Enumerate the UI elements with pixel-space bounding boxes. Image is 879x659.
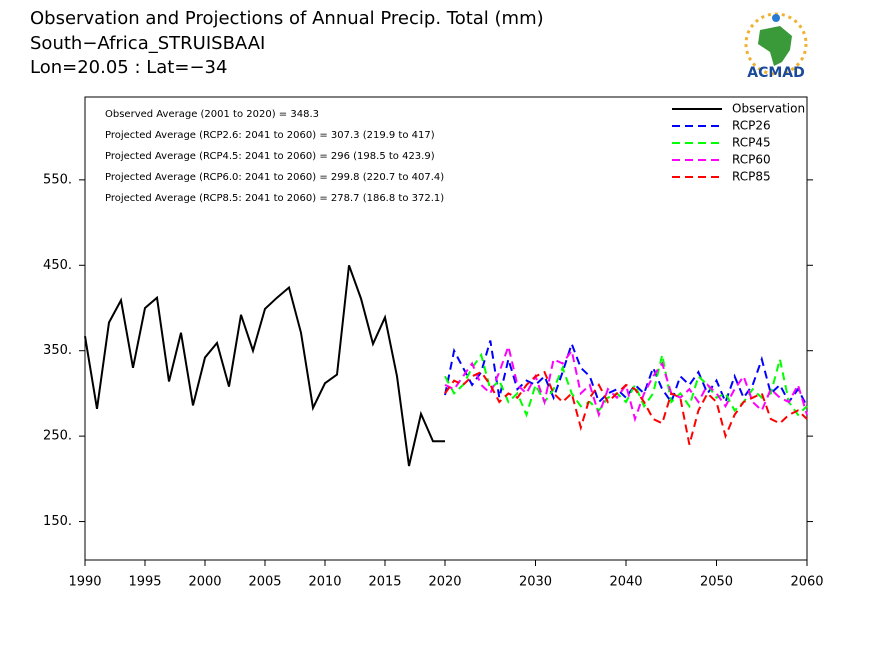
annotation: Projected Average (RCP6.0: 2041 to 2060)… <box>105 172 444 183</box>
x-tick-label: 2040 <box>609 575 642 590</box>
x-tick-label: 2005 <box>248 575 281 590</box>
chart-subtitle: South−Africa_STRUISBAAI <box>30 33 265 54</box>
annotation: Projected Average (RCP8.5: 2041 to 2060)… <box>105 193 444 204</box>
x-tick-label: 2030 <box>519 575 552 590</box>
series-line <box>444 342 808 423</box>
legend-label: RCP26 <box>732 119 771 133</box>
location: Lon=20.05 : Lat=−34 <box>30 57 227 78</box>
annotation: Observed Average (2001 to 2020) = 348.3 <box>105 109 319 120</box>
series-line <box>444 370 808 445</box>
logo-text: ACMAD <box>747 65 805 81</box>
x-tick-label: 1995 <box>128 575 161 590</box>
plot-frame <box>84 96 808 561</box>
legend-label: RCP85 <box>732 170 771 184</box>
x-tick-label: 2015 <box>368 575 401 590</box>
chart-title: Observation and Projections of Annual Pr… <box>30 8 544 29</box>
x-tick-label: 2050 <box>700 575 733 590</box>
x-tick-label: 1990 <box>68 575 101 590</box>
y-tick-label: 150. <box>43 514 72 529</box>
y-tick-label: 250. <box>43 429 72 444</box>
y-tick-label: 450. <box>43 258 72 273</box>
legend-label: RCP45 <box>732 136 771 150</box>
x-tick-label: 2010 <box>308 575 341 590</box>
x-tick-label: 2000 <box>188 575 221 590</box>
y-tick-label: 350. <box>43 343 72 358</box>
x-tick-label: 2060 <box>790 575 823 590</box>
annotation: Projected Average (RCP4.5: 2041 to 2060)… <box>105 151 435 162</box>
series-line <box>444 340 808 407</box>
logo-africa <box>758 26 792 66</box>
series-line <box>84 264 445 467</box>
y-tick-label: 550. <box>43 172 72 187</box>
series-line <box>444 352 808 418</box>
legend-label: Observation <box>732 102 805 116</box>
annotation: Projected Average (RCP2.6: 2041 to 2060)… <box>105 130 435 141</box>
x-tick-label: 2020 <box>428 575 461 590</box>
legend-label: RCP60 <box>732 153 771 167</box>
logo-drop <box>772 14 780 22</box>
logo: ACMAD <box>744 12 808 81</box>
